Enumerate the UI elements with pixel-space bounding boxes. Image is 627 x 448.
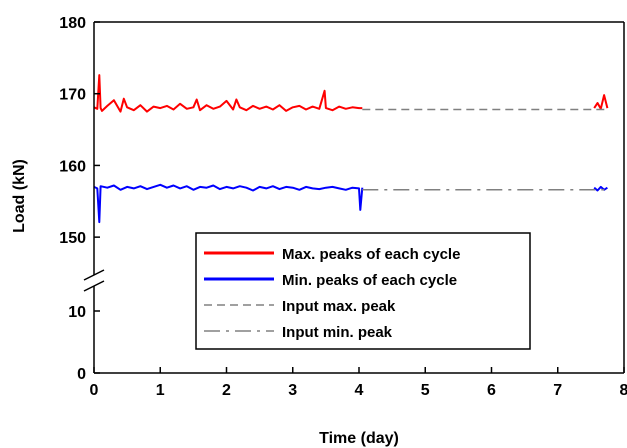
x-tick-label: 0 <box>90 382 99 399</box>
axis-break-mark <box>83 280 105 292</box>
x-tick-label: 2 <box>222 382 231 399</box>
y-tick-label: 180 <box>59 15 86 32</box>
axes-layer: 0 1 2 3 4 5 6 7 8 150 160 170 180 0 10 <box>59 15 627 399</box>
x-tick-label: 1 <box>156 382 165 399</box>
series-1-segment-0 <box>93 183 364 224</box>
series-1-segment-1 <box>593 185 608 192</box>
x-tick-label: 6 <box>487 382 496 399</box>
x-tick-label: 3 <box>288 382 297 399</box>
x-tick-label: 5 <box>421 382 430 399</box>
y-tick-label: 170 <box>59 87 86 104</box>
axis-break-mark <box>83 269 105 281</box>
series-0-segment-0 <box>93 74 363 113</box>
legend-label-0: Max. peaks of each cycle <box>282 246 460 263</box>
y-axis-title: Load (kN) <box>11 159 28 233</box>
x-tick-label: 7 <box>553 382 562 399</box>
plot-layer <box>93 74 609 224</box>
y-tick-label: 0 <box>77 366 86 383</box>
y-tick-label: 160 <box>59 158 86 175</box>
x-tick-label: 4 <box>355 382 364 399</box>
x-tick-label: 8 <box>620 382 627 399</box>
series-0-segment-1 <box>593 94 609 110</box>
legend-label-3: Input min. peak <box>282 324 393 341</box>
legend: Max. peaks of each cycle Min. peaks of ea… <box>195 232 531 350</box>
legend-label-1: Min. peaks of each cycle <box>282 272 457 289</box>
legend-label-2: Input max. peak <box>282 298 396 315</box>
y-tick-label: 10 <box>68 304 86 321</box>
y-tick-label: 150 <box>59 230 86 247</box>
x-axis-title: Time (day) <box>319 430 399 447</box>
